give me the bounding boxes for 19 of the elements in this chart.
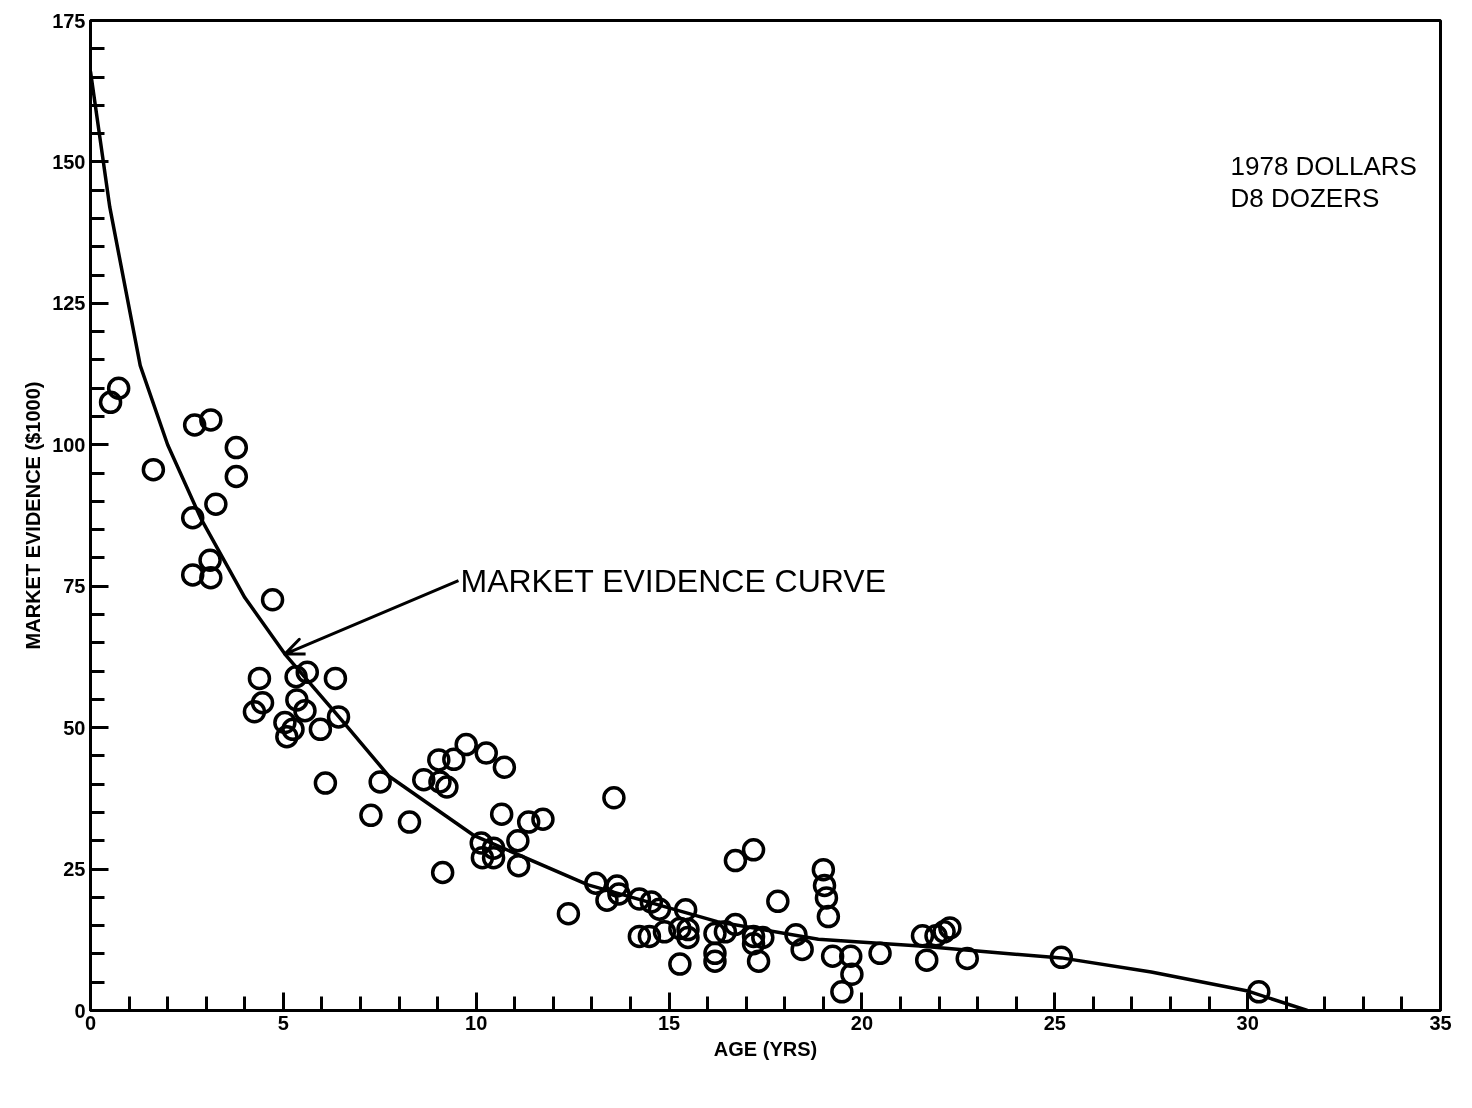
y-tick-label: 125 (52, 292, 86, 315)
x-tick-label: 30 (1236, 1011, 1259, 1034)
y-tick-label: 175 (52, 9, 86, 32)
x-tick-label: 20 (850, 1011, 874, 1034)
x-tick-label: 25 (1043, 1011, 1066, 1034)
y-axis-title: MARKET EVIDENCE ($1000) (22, 381, 45, 650)
y-tick-label: 100 (52, 433, 86, 456)
y-tick-label: 150 (52, 150, 86, 173)
x-axis-title: AGE (YRS) (713, 1037, 818, 1060)
x-tick-label: 10 (465, 1011, 488, 1034)
y-tick-label: 25 (63, 858, 86, 881)
x-tick-label: 5 (277, 1011, 289, 1034)
y-tick-label: 50 (63, 716, 86, 739)
annotation: 1978 DOLLARS (1230, 150, 1417, 181)
x-tick-label: 35 (1429, 1011, 1452, 1034)
x-tick-label: 15 (657, 1011, 681, 1034)
annotation: D8 DOZERS (1230, 182, 1380, 213)
annotation: MARKET EVIDENCE CURVE (460, 562, 887, 599)
y-tick-label: 75 (63, 575, 86, 598)
